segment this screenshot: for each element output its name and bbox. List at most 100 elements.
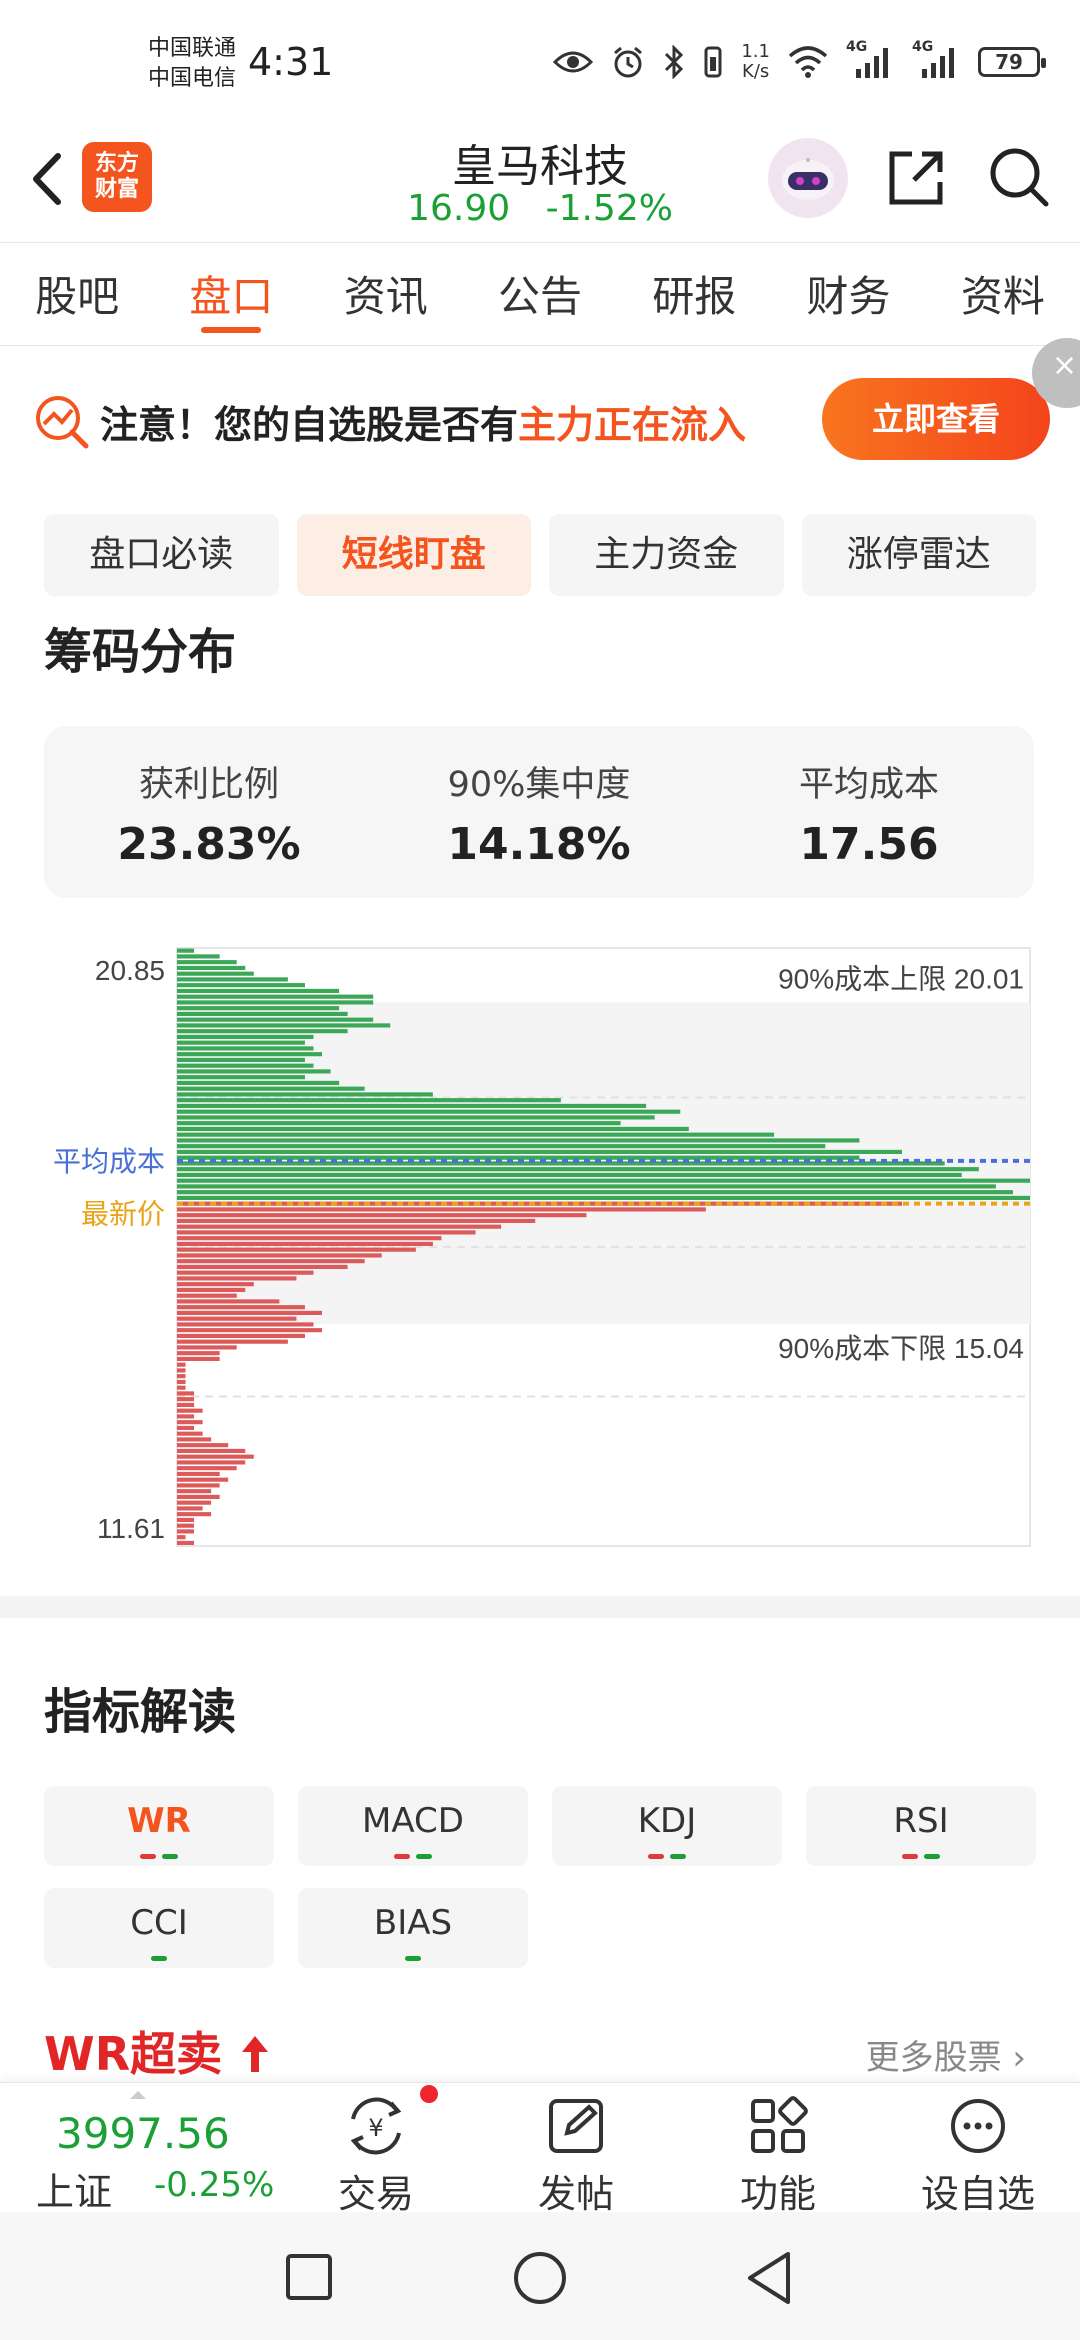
index-ticker[interactable]: 3997.56 上证 -0.25% xyxy=(0,2083,300,2214)
chip-bar xyxy=(177,1063,314,1068)
chip-bar xyxy=(177,1253,382,1258)
chip-bar xyxy=(177,1362,186,1367)
recents-icon[interactable] xyxy=(284,2252,334,2302)
chip-bar xyxy=(177,1293,237,1298)
wr-oversold-title[interactable]: WR超卖 xyxy=(44,2018,272,2084)
chip-bar xyxy=(177,971,254,976)
stat-label: 90%集中度 xyxy=(447,765,631,805)
chip-bar xyxy=(177,1023,391,1028)
stock-tabs: 股吧 盘口 资讯 公告 研报 财务 资料 xyxy=(0,242,1080,346)
chip-bar xyxy=(177,1368,186,1373)
chip-bar xyxy=(177,1414,195,1419)
stat-label: 获利比例 xyxy=(138,765,279,805)
nav-functions[interactable]: 功能 xyxy=(708,2093,848,2218)
chip-bar xyxy=(177,1385,186,1390)
search-icon[interactable] xyxy=(986,144,1052,210)
view-now-button[interactable]: 立即查看 xyxy=(822,378,1050,460)
chip-bar xyxy=(177,1397,195,1402)
indicator-kdj[interactable]: KDJ xyxy=(552,1786,782,1866)
chip-bar xyxy=(177,1029,348,1034)
stock-price: 16.90 xyxy=(407,188,511,229)
chip-bar xyxy=(177,1040,305,1045)
back-nav-icon[interactable] xyxy=(744,2250,796,2306)
chip-bar xyxy=(177,1017,374,1022)
share-icon[interactable] xyxy=(884,146,948,210)
chip-bar xyxy=(177,1276,297,1281)
indicator-label: MACD xyxy=(362,1801,464,1841)
home-icon[interactable] xyxy=(512,2250,568,2306)
chip-bar xyxy=(177,1092,433,1097)
chip-bar xyxy=(177,1052,323,1057)
indicator-wr[interactable]: WR xyxy=(44,1786,274,1866)
wr-title-text: WR超卖 xyxy=(44,2027,223,2081)
bottom-bar: 3997.56 上证 -0.25% ¥ 交易 发帖 功能 设自选 xyxy=(0,2082,1080,2216)
chip-bar xyxy=(177,1098,561,1103)
nav-post[interactable]: 发帖 xyxy=(506,2093,646,2218)
apps-icon xyxy=(751,2096,808,2153)
indicator-cci[interactable]: CCI xyxy=(44,1888,274,1968)
chip-bar xyxy=(177,1535,186,1540)
upper-cost-label: 90%成本上限 20.01 xyxy=(778,963,1024,994)
tab-finance[interactable]: 财务 xyxy=(806,272,891,321)
chip-bar xyxy=(177,1247,416,1252)
chip-bar xyxy=(177,1328,323,1333)
tab-news[interactable]: 资讯 xyxy=(343,272,428,321)
chip-bar xyxy=(177,1494,220,1499)
indicator-rsi[interactable]: RSI xyxy=(806,1786,1036,1866)
net-speed: 1.1 K/s xyxy=(741,42,770,82)
chip-bar xyxy=(177,1218,536,1223)
net-speed-unit: K/s xyxy=(742,61,770,82)
indicator-bias[interactable]: BIAS xyxy=(298,1888,528,1968)
back-icon[interactable] xyxy=(22,144,72,214)
chip-bar xyxy=(177,1213,587,1218)
stat-profit-ratio: 获利比例 23.83% xyxy=(44,726,374,898)
net-speed-value: 1.1 xyxy=(741,41,770,62)
notification-dot xyxy=(420,2085,438,2103)
nav-trade[interactable]: ¥ 交易 xyxy=(306,2093,446,2218)
app-logo[interactable]: 东方 财富 xyxy=(82,142,152,212)
segment-short-watch[interactable]: 短线盯盘 xyxy=(296,514,531,596)
indicator-macd[interactable]: MACD xyxy=(298,1786,528,1866)
chip-bar xyxy=(177,1540,195,1545)
signal-icon-2: 4G xyxy=(912,39,960,79)
trade-icon: ¥ xyxy=(350,2097,402,2155)
chip-bar xyxy=(177,954,220,959)
chip-bar xyxy=(177,1431,203,1436)
assistant-robot-icon[interactable] xyxy=(768,138,848,218)
chip-bar xyxy=(177,960,237,965)
chip-bar xyxy=(177,1138,860,1143)
nav-label: 设自选 xyxy=(920,2172,1035,2216)
tab-profile[interactable]: 资料 xyxy=(960,272,1045,321)
segment-limit-radar[interactable]: 涨停雷达 xyxy=(801,514,1036,596)
tab-announcements[interactable]: 公告 xyxy=(497,272,582,321)
tab-research[interactable]: 研报 xyxy=(652,272,737,321)
chip-bar xyxy=(177,1287,246,1292)
segment-must-read[interactable]: 盘口必读 xyxy=(44,514,279,596)
mark-green xyxy=(416,1854,432,1859)
chip-bar xyxy=(177,1305,305,1310)
mark-red xyxy=(140,1854,156,1859)
signal-2-label: 4G xyxy=(912,39,934,55)
chip-bar xyxy=(177,1144,826,1149)
chip-bar xyxy=(177,1167,979,1172)
nav-add-watchlist[interactable]: 设自选 xyxy=(908,2093,1048,2218)
tab-pankou[interactable]: 盘口 xyxy=(154,243,308,345)
chip-bar xyxy=(177,1264,348,1269)
indicator-label: BIAS xyxy=(373,1903,453,1943)
post-icon xyxy=(549,2099,603,2153)
chip-bar xyxy=(177,1236,442,1241)
chip-bar xyxy=(177,1345,237,1350)
indicator-label: WR xyxy=(127,1801,191,1841)
segment-main-funds[interactable]: 主力资金 xyxy=(549,514,784,596)
more-stocks-link[interactable]: 更多股票 › xyxy=(866,2030,1026,2079)
chip-bar xyxy=(177,1506,203,1511)
tab-guba[interactable]: 股吧 xyxy=(35,272,120,321)
alert-text-highlight: 主力正在流入 xyxy=(518,403,747,447)
chip-bar xyxy=(177,1489,212,1494)
chip-bar xyxy=(177,1374,186,1379)
indicator-marks xyxy=(552,1854,782,1860)
chip-bar xyxy=(177,1161,945,1166)
chip-bar xyxy=(177,1356,220,1361)
close-icon[interactable]: × xyxy=(1032,338,1080,408)
